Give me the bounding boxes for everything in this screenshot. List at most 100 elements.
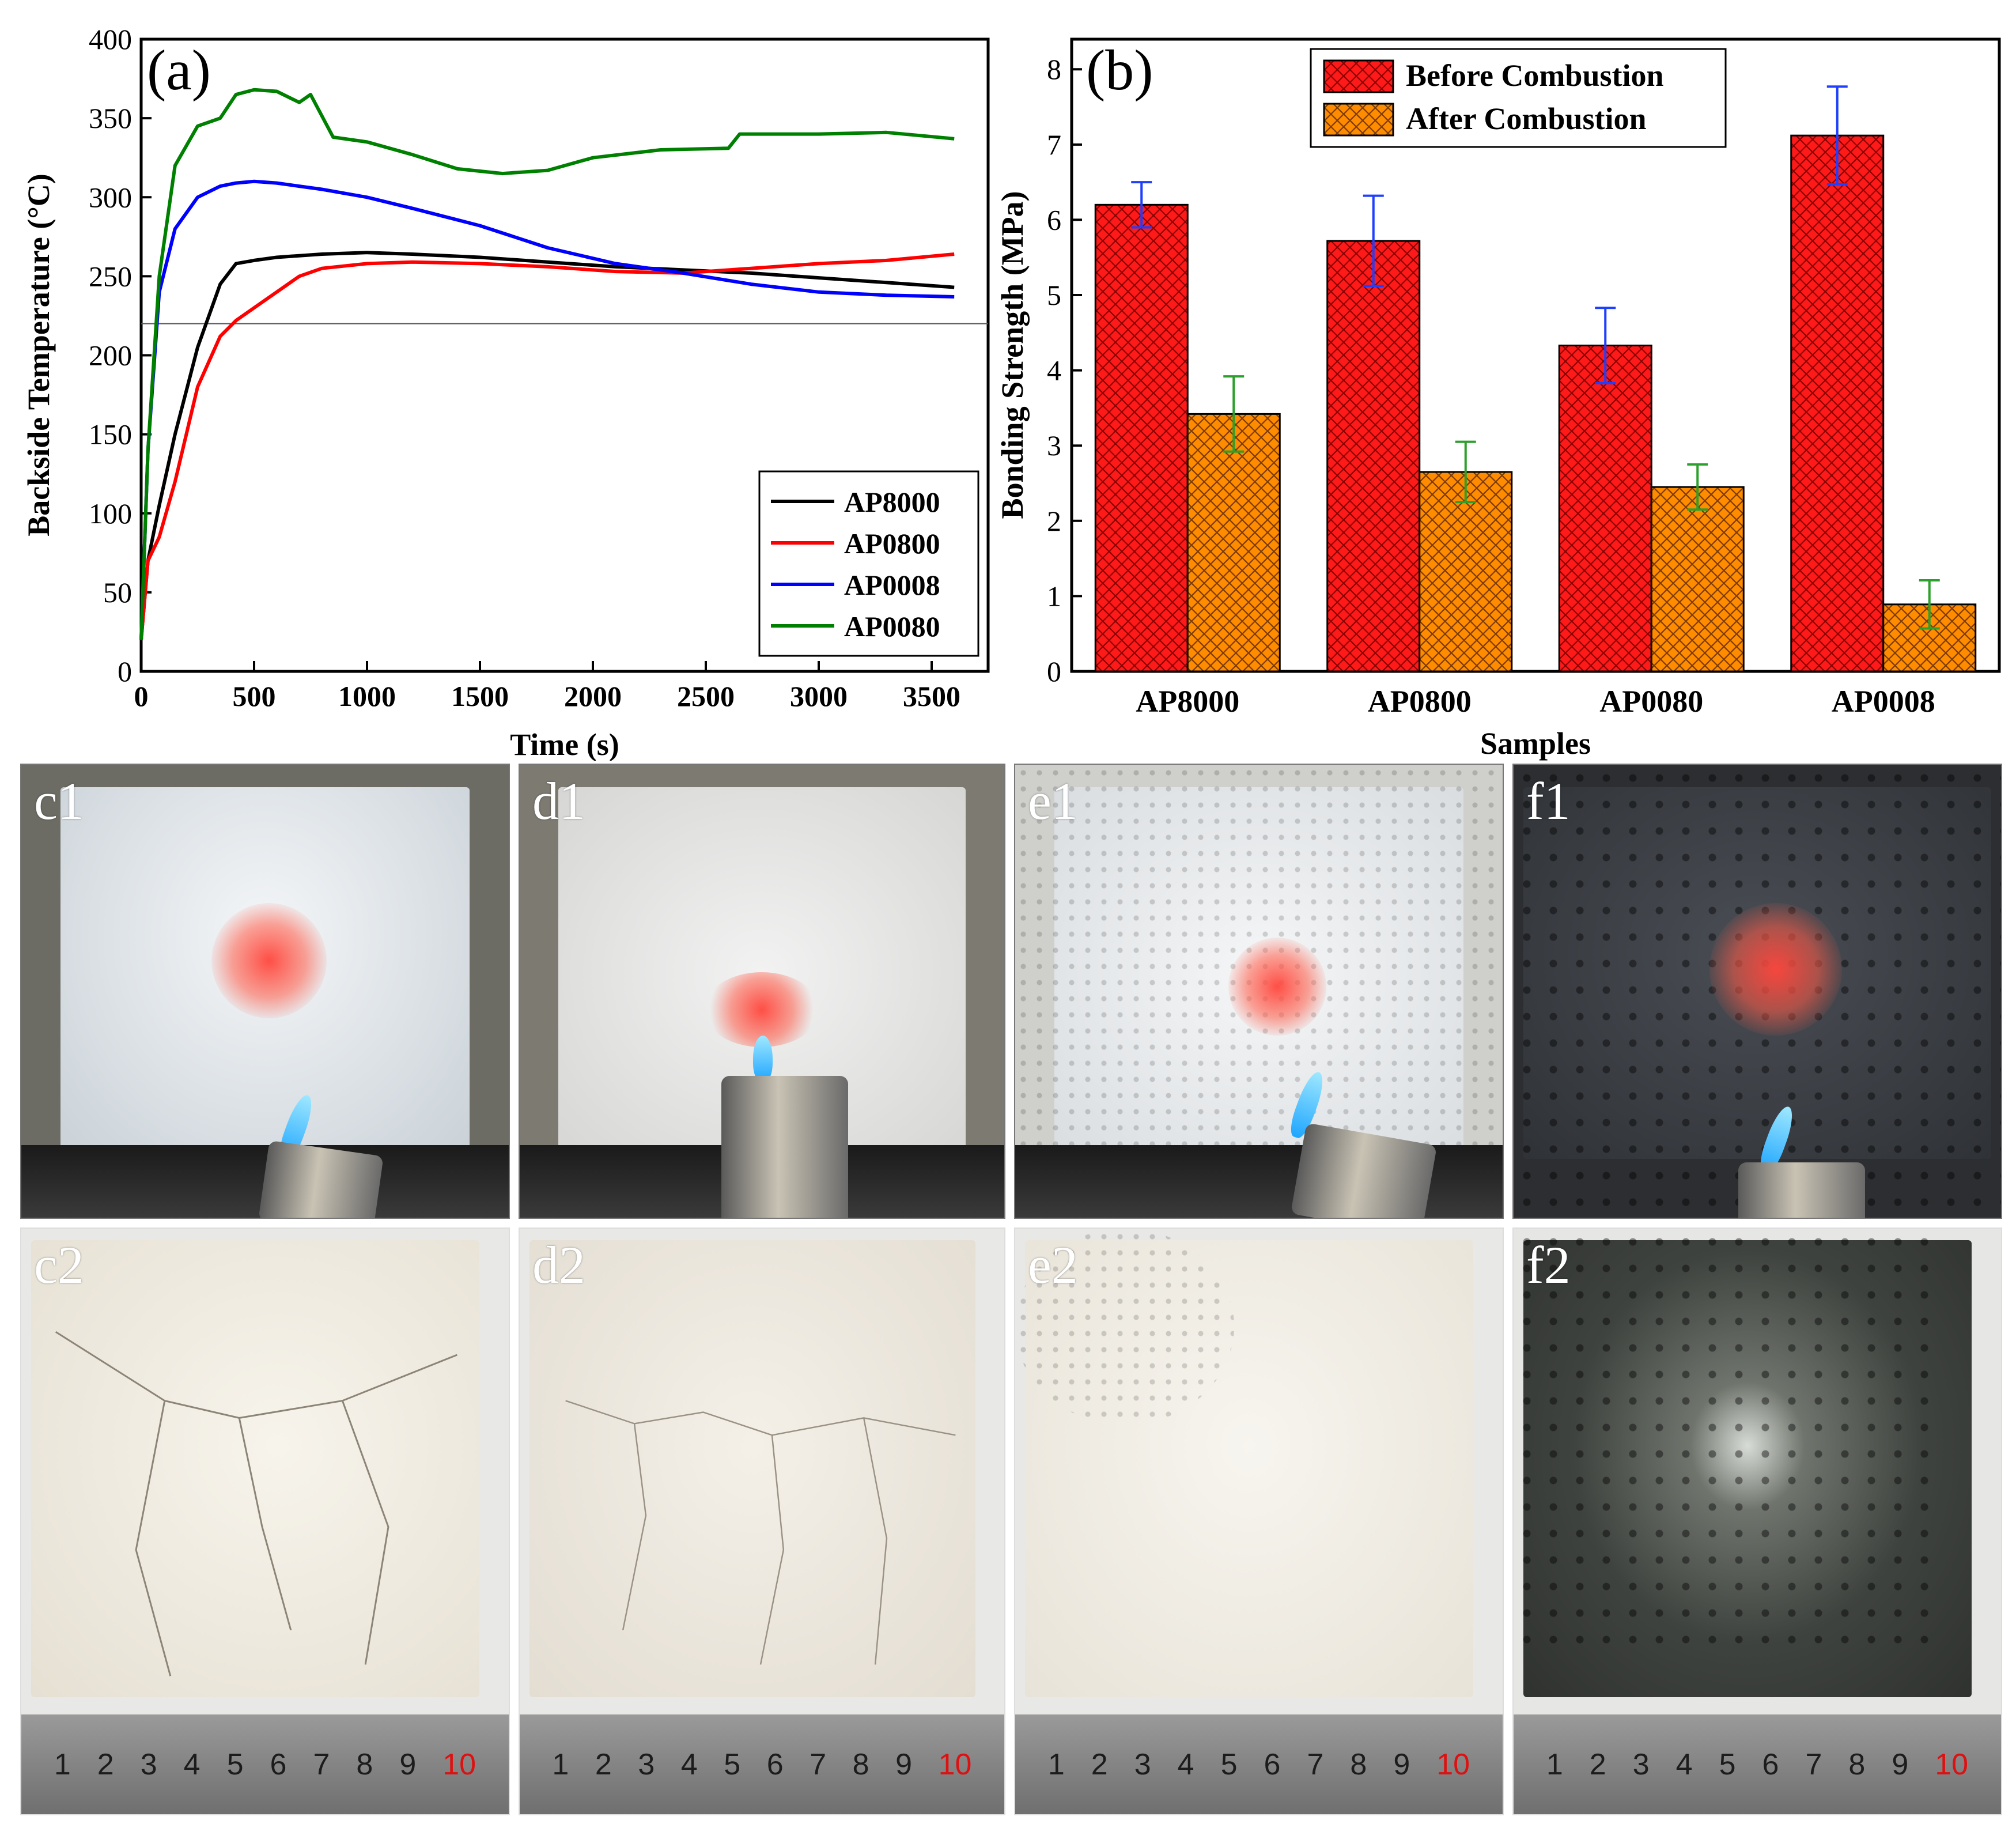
- ruler-number: 7: [1307, 1747, 1324, 1781]
- ruler: 1 2 3 4 5 6 7 8 9 10: [1015, 1714, 1503, 1814]
- legend-label-after: After Combustion: [1406, 101, 1647, 136]
- bar-after-ap8000: [1186, 413, 1281, 673]
- torch-flame: [753, 1036, 773, 1082]
- ruler-number: 4: [1675, 1747, 1693, 1781]
- panel-label-a: (a): [147, 38, 211, 102]
- x-tick-label-b: AP0800: [1368, 684, 1472, 719]
- surface-pores: [1514, 1229, 1928, 1644]
- ruler-number: 8: [852, 1747, 869, 1781]
- bonding-strength-chart: (b) Samples Bonding Strength (MPa) 0 1 2 3 4…: [995, 37, 2001, 761]
- ruler-number: 10: [442, 1747, 476, 1781]
- temperature-chart: (a) Time (s) Backside Temperature (°C) 0…: [21, 23, 990, 761]
- ruler-number: 6: [766, 1747, 784, 1781]
- x-tick-label-b: AP0008: [1832, 684, 1935, 719]
- photo-grid: c1 d1 e1 f1 1 2 3 4 5 6 7 8 9 10 c2 1 2 3 4 5 6 7 8 9 10: [20, 764, 2002, 1818]
- bar-before-ap0008: [1790, 134, 1885, 673]
- y-tick-label-b: 2: [1047, 505, 1061, 537]
- y-tick-label-b: 4: [1047, 354, 1061, 387]
- ruler-number: 10: [1935, 1747, 1969, 1781]
- photo-f1: f1: [1512, 764, 2002, 1219]
- y-tick-label-a: 350: [89, 102, 132, 134]
- bar-before-ap8000: [1094, 203, 1189, 673]
- photo-c2: 1 2 3 4 5 6 7 8 9 10 c2: [20, 1228, 510, 1815]
- x-tick-label-a: 1000: [338, 680, 396, 712]
- photo-label: c1: [34, 772, 84, 830]
- ruler-number: 1: [552, 1747, 569, 1781]
- ruler-number: 6: [1264, 1747, 1281, 1781]
- ruler-number: 1: [1047, 1747, 1065, 1781]
- legend-b: Before Combustion After Combustion: [1310, 48, 1727, 148]
- y-tick-label-b: 5: [1047, 279, 1061, 311]
- ruler-number: 5: [1220, 1747, 1238, 1781]
- x-tick-label-a: 0: [134, 680, 149, 712]
- ruler-number: 4: [1177, 1747, 1194, 1781]
- photo-label: d2: [532, 1236, 585, 1294]
- y-tick-label-a: 150: [89, 418, 132, 451]
- series-line-ap0800: [139, 252, 955, 640]
- ruler-number: 4: [680, 1747, 698, 1781]
- surface-cracks: [565, 1400, 956, 1665]
- series-line-ap0080: [139, 88, 955, 640]
- x-tick-label-a: 2000: [564, 680, 622, 712]
- ruler-number: 3: [1134, 1747, 1151, 1781]
- surface-pores: [1015, 1229, 1234, 1425]
- photo-e1: e1: [1014, 764, 1504, 1219]
- hot-spot: [704, 972, 819, 1047]
- bar-before-ap0800: [1326, 240, 1421, 673]
- ruler-number: 9: [895, 1747, 913, 1781]
- torch-nozzle: [1738, 1162, 1865, 1218]
- hot-spot: [211, 903, 327, 1018]
- ruler-number: 5: [724, 1747, 741, 1781]
- photo-label: e1: [1028, 772, 1078, 830]
- photo-label: d1: [532, 772, 585, 830]
- photo-d2: 1 2 3 4 5 6 7 8 9 10 d2: [519, 1228, 1005, 1815]
- ruler-number: 9: [1393, 1747, 1410, 1781]
- panel-label-b: (b): [1086, 38, 1153, 102]
- y-tick-label-a: 250: [89, 260, 132, 292]
- ruler-number: 4: [183, 1747, 201, 1781]
- photo-e2: 1 2 3 4 5 6 7 8 9 10 e2: [1014, 1228, 1504, 1815]
- ruler-number: 6: [270, 1747, 287, 1781]
- legend-label-ap8000: AP8000: [844, 486, 940, 518]
- coating-plate: [1523, 1240, 1972, 1697]
- y-axis-title-b: Bonding Strength (MPa): [995, 191, 1030, 519]
- coating-plate: [529, 1240, 975, 1697]
- legend-label-ap0800: AP0800: [844, 527, 940, 560]
- bar-before-ap0080: [1558, 345, 1652, 673]
- x-tick-label-b: AP0080: [1599, 684, 1703, 719]
- y-tick-label-a: 100: [89, 497, 132, 530]
- ruler-number: 7: [1805, 1747, 1822, 1781]
- ruler-number: 9: [399, 1747, 417, 1781]
- y-tick-label-b: 0: [1047, 655, 1061, 688]
- legend-label-before: Before Combustion: [1406, 58, 1664, 93]
- y-tick-label-a: 200: [89, 339, 132, 372]
- ruler-number: 2: [97, 1747, 114, 1781]
- torch-nozzle: [721, 1076, 848, 1218]
- legend-swatch-before: [1323, 59, 1394, 93]
- y-tick-label-b: 1: [1047, 580, 1061, 612]
- surface-cracks: [55, 1331, 457, 1676]
- ruler-number: 3: [1632, 1747, 1650, 1781]
- photo-d1: d1: [519, 764, 1005, 1219]
- ruler-number: 9: [1892, 1747, 1909, 1781]
- coating-plate: [1024, 1240, 1474, 1697]
- ruler-number: 10: [938, 1747, 972, 1781]
- figure-canvas: (a) Time (s) Backside Temperature (°C) 0…: [21, 23, 2001, 761]
- ruler-number: 7: [810, 1747, 827, 1781]
- x-tick-label-b: AP8000: [1136, 684, 1239, 719]
- hot-spot: [1228, 938, 1326, 1036]
- ruler-number: 1: [54, 1747, 71, 1781]
- ruler-number: 10: [1436, 1747, 1470, 1781]
- y-tick-label-a: 400: [89, 23, 132, 55]
- photo-label: c2: [34, 1236, 84, 1294]
- photo-label: f2: [1526, 1236, 1571, 1294]
- ruler-number: 1: [1546, 1747, 1563, 1781]
- ruler: 1 2 3 4 5 6 7 8 9 10: [21, 1714, 509, 1814]
- bar-after-ap0800: [1419, 471, 1513, 673]
- series-line-ap8000: [139, 251, 955, 640]
- x-tick-label-a: 2500: [677, 680, 735, 712]
- coating-plate: [31, 1240, 480, 1697]
- x-axis-title-a: Time (s): [510, 727, 619, 761]
- x-tick-label-a: 500: [233, 680, 276, 712]
- ruler-number: 3: [140, 1747, 157, 1781]
